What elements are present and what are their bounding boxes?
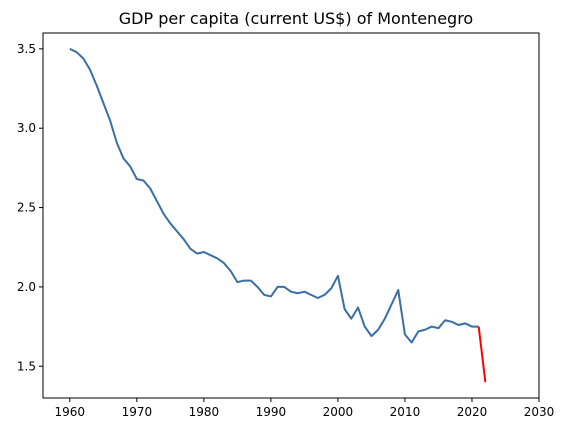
y-tick-label: 3.5 bbox=[17, 42, 36, 56]
series-line-latest bbox=[477, 326, 487, 383]
x-tick-label: 2020 bbox=[457, 405, 488, 419]
axes-frame bbox=[42, 32, 540, 399]
x-tick-label: 1980 bbox=[189, 405, 220, 419]
y-tick-label: 3.0 bbox=[17, 121, 36, 135]
x-tick-label: 1960 bbox=[55, 405, 86, 419]
x-tick-label: 2010 bbox=[390, 405, 421, 419]
y-axis: 1.5 2.0 2.5 3.0 3.5 bbox=[17, 42, 43, 373]
x-tick-label: 1990 bbox=[256, 405, 287, 419]
plot-area bbox=[69, 47, 487, 383]
x-tick-label: 2030 bbox=[524, 405, 555, 419]
x-tick-label: 1970 bbox=[122, 405, 153, 419]
x-axis: 1960 1970 1980 1990 2000 2010 2020 2030 bbox=[55, 398, 555, 419]
x-tick-label: 2000 bbox=[323, 405, 354, 419]
y-tick-label: 2.0 bbox=[17, 280, 36, 294]
chart-title: GDP per capita (current US$) of Monteneg… bbox=[119, 9, 473, 28]
series-line-historical bbox=[69, 47, 479, 344]
y-tick-label: 1.5 bbox=[17, 359, 36, 373]
y-tick-label: 2.5 bbox=[17, 201, 36, 215]
